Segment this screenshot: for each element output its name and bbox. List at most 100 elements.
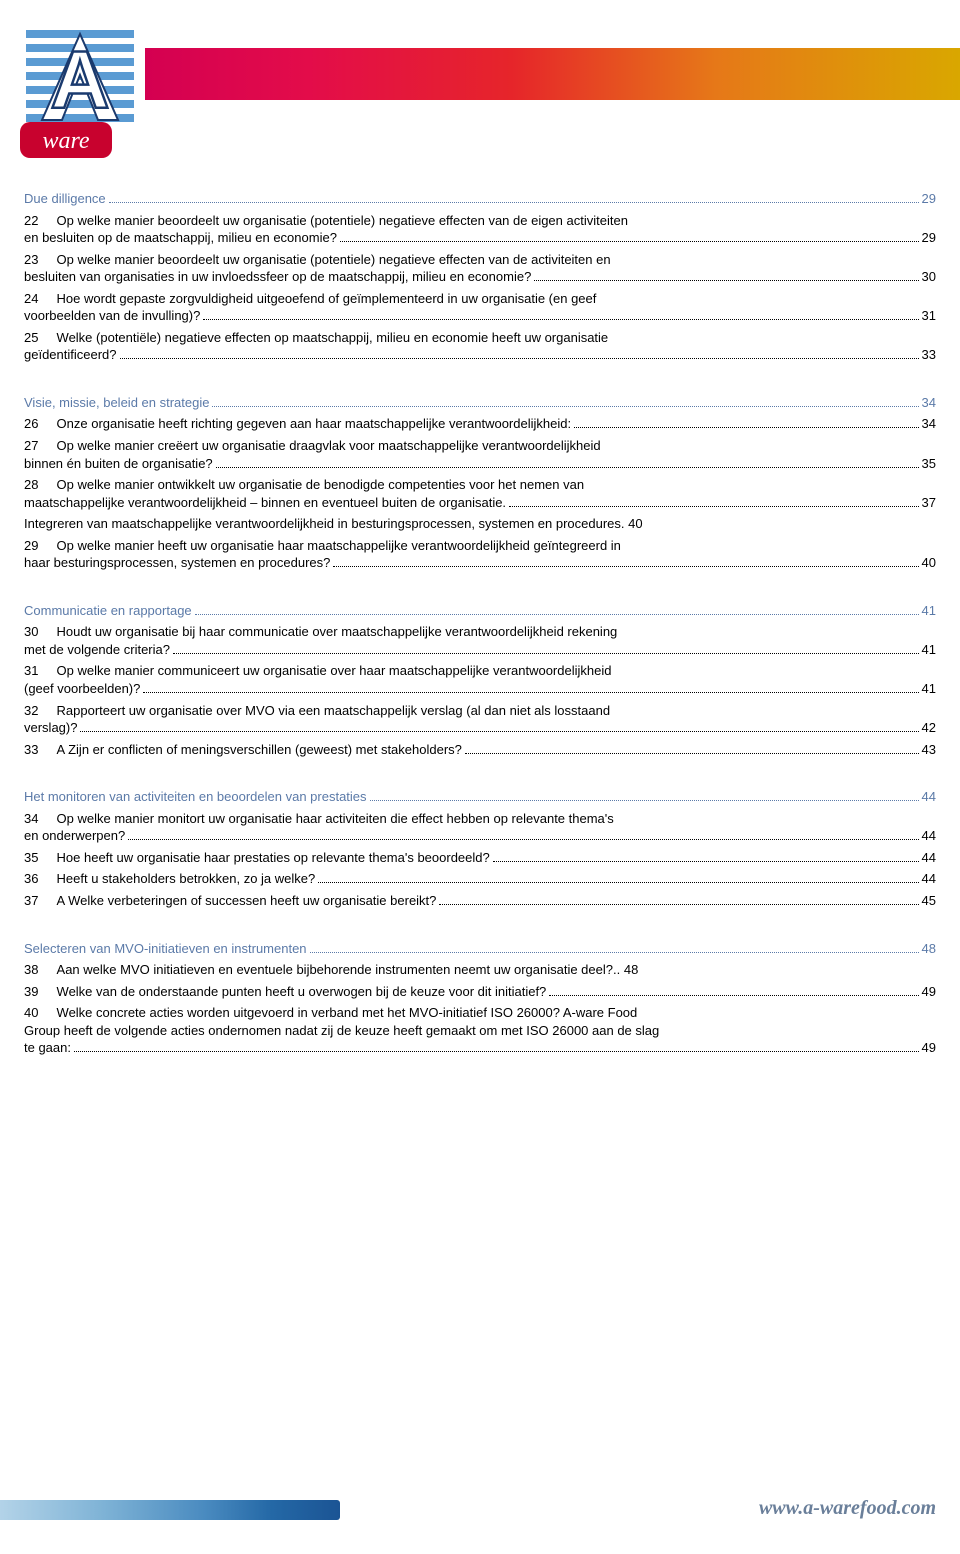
leader-dots xyxy=(439,904,918,905)
entry-page: 42 xyxy=(922,719,936,737)
leader-dots xyxy=(340,241,919,242)
entry-number: 23 xyxy=(24,252,38,267)
toc-entry: 30 Houdt uw organisatie bij haar communi… xyxy=(24,623,936,658)
section-title: Selecteren van MVO-initiatieven en instr… xyxy=(24,940,307,958)
toc-entry: 24 Hoe wordt gepaste zorgvuldigheid uitg… xyxy=(24,290,936,325)
entry-text: Op welke manier heeft uw organisatie haa… xyxy=(57,538,621,553)
entry-page: 33 xyxy=(922,346,936,364)
leader-dots xyxy=(80,731,918,732)
entry-text-cont: binnen én buiten de organisatie? xyxy=(24,455,213,473)
toc-entry: 38 Aan welke MVO initiatieven en eventue… xyxy=(24,961,936,979)
entry-page: .. 48 xyxy=(613,961,638,979)
toc-section-heading: Communicatie en rapportage 41 xyxy=(24,602,936,620)
toc-entry: Integreren van maatschappelijke verantwo… xyxy=(24,515,936,533)
toc-block: Communicatie en rapportage 41 30 Houdt u… xyxy=(24,602,936,758)
entry-number: 27 xyxy=(24,438,38,453)
entry-text-cont2: te gaan: xyxy=(24,1039,71,1057)
entry-text-cont: met de volgende criteria? xyxy=(24,641,170,659)
toc-entry: 23 Op welke manier beoordeelt uw organis… xyxy=(24,251,936,286)
entry-number: 34 xyxy=(24,811,38,826)
leader-dots xyxy=(120,358,919,359)
entry-text: Welke (potentiële) negatieve effecten op… xyxy=(57,330,609,345)
section-page: 44 xyxy=(922,788,936,806)
logo-sublabel: ware xyxy=(42,128,89,154)
entry-text: Op welke manier beoordeelt uw organisati… xyxy=(57,252,611,267)
toc-section-heading: Selecteren van MVO-initiatieven en instr… xyxy=(24,940,936,958)
entry-number: 30 xyxy=(24,624,38,639)
entry-text-cont: en onderwerpen? xyxy=(24,827,125,845)
entry-text-cont: haar besturingsprocessen, systemen en pr… xyxy=(24,554,330,572)
entry-text: Integreren van maatschappelijke verantwo… xyxy=(24,515,621,533)
toc-entry: 40 Welke concrete acties worden uitgevoe… xyxy=(24,1004,936,1057)
company-logo: A ware xyxy=(20,20,140,170)
entry-page: 45 xyxy=(922,892,936,910)
entry-page: 31 xyxy=(922,307,936,325)
entry-number: 31 xyxy=(24,663,38,678)
leader-dots xyxy=(216,467,919,468)
entry-text: Heeft u stakeholders betrokken, zo ja we… xyxy=(57,871,316,886)
svg-text:A: A xyxy=(50,35,109,126)
entry-text: Houdt uw organisatie bij haar communicat… xyxy=(57,624,618,639)
page-header: A ware xyxy=(0,0,960,190)
leader-dots xyxy=(333,566,918,567)
toc-entry: 27 Op welke manier creëert uw organisati… xyxy=(24,437,936,472)
entry-page: 44 xyxy=(922,870,936,888)
entry-text: Onze organisatie heeft richting gegeven … xyxy=(57,416,572,431)
toc-entry: 39 Welke van de onderstaande punten heef… xyxy=(24,983,936,1001)
entry-text-cont: verslag)? xyxy=(24,719,77,737)
entry-text-cont: (geef voorbeelden)? xyxy=(24,680,140,698)
toc-section-heading: Due dilligence 29 xyxy=(24,190,936,208)
toc-entry: 32 Rapporteert uw organisatie over MVO v… xyxy=(24,702,936,737)
entry-number: 25 xyxy=(24,330,38,345)
leader-dots xyxy=(318,882,918,883)
toc-entry: 26 Onze organisatie heeft richting gegev… xyxy=(24,415,936,433)
entry-number: 24 xyxy=(24,291,38,306)
toc-entry: 29 Op welke manier heeft uw organisatie … xyxy=(24,537,936,572)
entry-page: 43 xyxy=(922,741,936,759)
entry-page: 49 xyxy=(922,983,936,1001)
entry-number: 36 xyxy=(24,871,38,886)
section-title: Visie, missie, beleid en strategie xyxy=(24,394,209,412)
entry-text: Rapporteert uw organisatie over MVO via … xyxy=(57,703,611,718)
entry-text: Op welke manier communiceert uw organisa… xyxy=(57,663,612,678)
entry-number: 29 xyxy=(24,538,38,553)
entry-text: Op welke manier ontwikkelt uw organisati… xyxy=(57,477,585,492)
leader-dots xyxy=(203,319,918,320)
leader-dots xyxy=(574,427,918,428)
toc-entry: 34 Op welke manier monitort uw organisat… xyxy=(24,810,936,845)
entry-number: 40 xyxy=(24,1005,38,1020)
entry-text-cont: besluiten van organisaties in uw invloed… xyxy=(24,268,531,286)
entry-page: . 40 xyxy=(621,515,643,533)
entry-number: 37 xyxy=(24,893,38,908)
entry-page: 44 xyxy=(922,827,936,845)
entry-page: 40 xyxy=(922,554,936,572)
leader-dots xyxy=(534,280,918,281)
toc-block: Visie, missie, beleid en strategie 34 26… xyxy=(24,394,936,572)
entry-text: A Welke verbeteringen of successen heeft… xyxy=(57,893,437,908)
entry-text: Hoe heeft uw organisatie haar prestaties… xyxy=(57,850,490,865)
entry-page: 30 xyxy=(922,268,936,286)
leader-dots xyxy=(74,1051,919,1052)
entry-text: Op welke manier beoordeelt uw organisati… xyxy=(57,213,628,228)
section-title: Het monitoren van activiteiten en beoord… xyxy=(24,788,367,806)
section-page: 41 xyxy=(922,602,936,620)
entry-number: 22 xyxy=(24,213,38,228)
section-title: Due dilligence xyxy=(24,190,106,208)
entry-number: 33 xyxy=(24,742,38,757)
toc-entry: 25 Welke (potentiële) negatieve effecten… xyxy=(24,329,936,364)
entry-page: 35 xyxy=(922,455,936,473)
toc-section-heading: Het monitoren van activiteiten en beoord… xyxy=(24,788,936,806)
entry-text-cont: voorbeelden van de invulling)? xyxy=(24,307,200,325)
toc-entry: 35 Hoe heeft uw organisatie haar prestat… xyxy=(24,849,936,867)
toc-entry: 31 Op welke manier communiceert uw organ… xyxy=(24,662,936,697)
entry-text: Welke concrete acties worden uitgevoerd … xyxy=(57,1005,638,1020)
footer-color-bar xyxy=(0,1500,340,1520)
entry-text: Welke van de onderstaande punten heeft u… xyxy=(57,984,547,999)
entry-text: Hoe wordt gepaste zorgvuldigheid uitgeoe… xyxy=(57,291,597,306)
section-page: 48 xyxy=(922,940,936,958)
entry-number: 28 xyxy=(24,477,38,492)
entry-number: 35 xyxy=(24,850,38,865)
entry-text: Aan welke MVO initiatieven en eventuele … xyxy=(57,962,613,977)
toc-content: Due dilligence 29 22 Op welke manier beo… xyxy=(0,190,960,1057)
toc-block: Selecteren van MVO-initiatieven en instr… xyxy=(24,940,936,1057)
